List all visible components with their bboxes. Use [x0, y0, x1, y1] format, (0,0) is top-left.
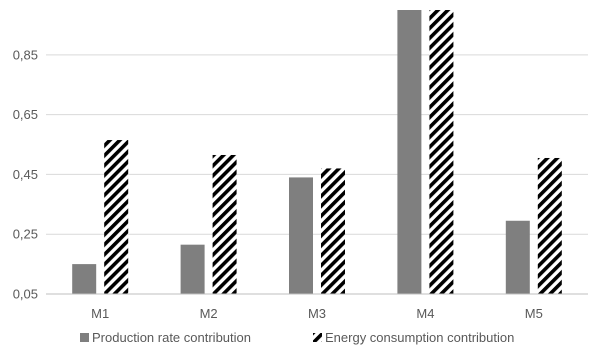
bar-m1-production-rate — [72, 264, 97, 294]
gridlines — [46, 54, 588, 235]
x-tick-label: M5 — [525, 306, 543, 321]
bar-m3-production-rate — [289, 177, 313, 294]
bar-m1-energy-consumption — [104, 140, 129, 294]
bar-m4-energy-consumption — [429, 10, 454, 294]
y-tick-label: 0,05 — [13, 287, 38, 302]
x-tick-label: M1 — [91, 306, 109, 321]
x-tick-label: M2 — [200, 306, 218, 321]
x-tick-label: M4 — [416, 306, 434, 321]
bars — [72, 10, 562, 294]
bar-m4-production-rate — [397, 10, 422, 294]
bar-m3-energy-consumption — [321, 168, 345, 294]
y-tick-label: 0,25 — [13, 227, 38, 242]
y-tick-label: 0,85 — [13, 47, 38, 62]
legend: Production rate contribution Energy consu… — [80, 330, 514, 345]
legend-label: Energy consumption contribution — [325, 330, 514, 345]
x-axis-ticks: M1 M2 M3 M4 M5 — [91, 306, 543, 321]
bar-m5-production-rate — [505, 220, 530, 294]
legend-label: Production rate contribution — [92, 330, 251, 345]
bar-m5-energy-consumption — [537, 157, 562, 294]
legend-swatch — [313, 333, 322, 342]
bar-m2-energy-consumption — [212, 154, 237, 294]
bar-m2-production-rate — [180, 244, 205, 294]
x-tick-label: M3 — [308, 306, 326, 321]
y-axis-ticks: 0,05 0,25 0,45 0,65 0,85 — [13, 47, 38, 301]
y-tick-label: 0,65 — [13, 107, 38, 122]
y-tick-label: 0,45 — [13, 167, 38, 182]
legend-swatch — [80, 333, 89, 342]
